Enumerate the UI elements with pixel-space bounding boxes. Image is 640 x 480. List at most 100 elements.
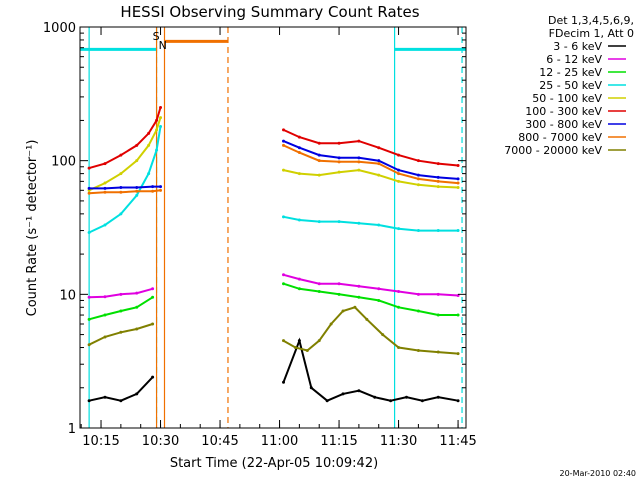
series-point-2-1-0	[282, 282, 286, 286]
series-point-3-0-2	[119, 212, 123, 216]
series-point-7-0-1	[103, 190, 107, 194]
series-line-6-1	[283, 140, 459, 180]
series-point-0-0-3	[135, 392, 139, 396]
series-point-7-1-3	[337, 160, 341, 164]
series-point-4-0-2	[119, 172, 123, 176]
series-point-8-0-0	[87, 343, 91, 347]
series-point-2-1-6	[397, 305, 401, 309]
series-point-4-1-4	[357, 168, 361, 172]
series-point-5-1-7	[416, 159, 420, 163]
series-point-1-0-1	[103, 295, 107, 299]
x-tick-label: 10:30	[142, 434, 179, 449]
series-point-0-1-0	[282, 380, 286, 384]
series-point-7-1-0	[282, 143, 286, 147]
x-tick-label: 11:45	[439, 434, 476, 449]
series-point-5-0-6	[159, 105, 163, 109]
series-line-3-1	[283, 215, 459, 232]
series-point-1-1-8	[436, 292, 440, 296]
x-tick-label: 11:00	[261, 434, 298, 449]
series-point-1-0-3	[135, 291, 139, 295]
series-point-1-1-5	[377, 287, 381, 291]
series-point-0-0-2	[119, 399, 123, 403]
series-point-6-1-4	[357, 156, 361, 160]
series-point-4-0-5	[155, 128, 159, 132]
series-point-6-0-2	[119, 185, 123, 189]
series-point-3-0-6	[159, 125, 163, 129]
series-point-3-1-5	[377, 223, 381, 227]
series-point-7-1-6	[397, 172, 401, 176]
series-point-2-1-7	[416, 309, 420, 313]
series-point-2-1-1	[297, 287, 301, 291]
series-point-5-0-2	[119, 153, 123, 157]
series-point-8-1-5	[341, 309, 345, 313]
series-line-2-0	[88, 296, 154, 321]
series-point-8-1-0	[282, 339, 286, 343]
series-point-2-0-0	[87, 317, 91, 321]
series-point-4-0-3	[135, 159, 139, 163]
series-point-3-1-1	[297, 218, 301, 222]
series-point-6-1-3	[337, 156, 341, 160]
series-point-7-0-5	[159, 188, 163, 192]
series-point-8-1-3	[317, 339, 321, 343]
x-tick-label: 10:45	[201, 434, 238, 449]
series-point-6-1-9	[456, 177, 460, 181]
legend-entry-0: 3 - 6 keV	[553, 40, 602, 53]
series-point-4-0-4	[147, 143, 151, 147]
series-point-6-0-3	[135, 185, 139, 189]
series-point-3-1-7	[416, 229, 420, 233]
series-point-0-1-7	[389, 399, 393, 403]
series-point-0-0-0	[87, 399, 91, 403]
series-point-3-0-3	[135, 193, 139, 197]
series-point-2-0-4	[151, 295, 155, 299]
series-point-7-1-9	[456, 181, 460, 185]
series-point-3-1-3	[337, 220, 341, 224]
series-point-5-0-4	[147, 131, 151, 135]
series-point-5-0-1	[103, 162, 107, 166]
series-point-3-0-5	[155, 148, 159, 152]
chart-title: HESSI Observing Summary Count Rates	[120, 3, 419, 21]
series-point-6-1-1	[297, 146, 301, 150]
series-point-6-1-2	[317, 153, 321, 157]
series-point-0-1-3	[325, 399, 329, 403]
series-point-3-0-4	[147, 172, 151, 176]
series-point-4-1-3	[337, 170, 341, 174]
series-point-7-1-5	[377, 162, 381, 166]
series-line-2-1	[283, 282, 459, 316]
legend-entry-3: 25 - 50 keV	[539, 79, 602, 92]
series-point-0-1-1	[297, 339, 301, 343]
series-point-6-0-0	[87, 186, 91, 190]
series-point-2-0-1	[103, 313, 107, 317]
series-point-8-1-7	[365, 317, 369, 321]
axes: 1 10 100 1000 10:15 10:30 10:45 11:00 11:15 11:30…	[43, 21, 477, 449]
series-line-4-0	[88, 117, 162, 192]
legend-entry-5: 100 - 300 keV	[525, 105, 602, 118]
series-point-0-1-2	[309, 386, 313, 390]
series-point-7-1-4	[357, 160, 361, 164]
flag-label-s: S	[153, 30, 160, 43]
series-line-1-1	[283, 273, 459, 297]
x-tick-label: 11:15	[320, 434, 357, 449]
series-point-3-1-9	[456, 229, 460, 233]
series-point-5-1-0	[282, 128, 286, 132]
series-point-6-1-7	[416, 173, 420, 177]
series-point-1-1-0	[282, 273, 286, 277]
series-point-8-1-4	[329, 322, 333, 326]
series-point-2-1-4	[357, 295, 361, 299]
legend-header-1: FDecim 1, Att 0	[549, 27, 634, 40]
series-point-6-1-6	[397, 168, 401, 172]
series-point-7-1-8	[436, 179, 440, 183]
series-point-8-1-2	[305, 349, 309, 353]
legend-entry-4: 50 - 100 keV	[532, 92, 602, 105]
series-point-4-1-5	[377, 173, 381, 177]
plot-area: SN	[80, 27, 466, 428]
series-point-8-1-6	[353, 305, 357, 309]
series-point-4-0-1	[103, 181, 107, 185]
series-line-0-0	[88, 376, 154, 402]
series-point-7-1-7	[416, 177, 420, 181]
series-line-7-1	[283, 144, 459, 185]
series-point-5-1-6	[397, 153, 401, 157]
series-point-0-1-4	[341, 392, 345, 396]
series-point-8-1-8	[381, 333, 385, 337]
series-point-3-1-2	[317, 220, 321, 224]
series-point-7-0-0	[87, 191, 91, 195]
